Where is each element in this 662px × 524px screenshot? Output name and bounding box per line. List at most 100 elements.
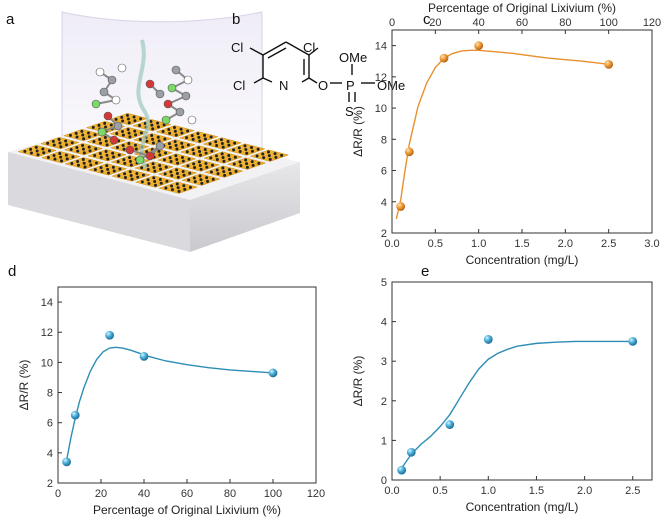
molecule-atom xyxy=(145,79,155,89)
x-tick-label: 2.0 xyxy=(577,485,592,497)
molecule-atom xyxy=(111,95,121,105)
carbon-atom xyxy=(204,151,208,155)
y-tick-label: 2 xyxy=(381,228,387,240)
carbon-atom xyxy=(158,178,162,182)
carbon-atom xyxy=(203,147,207,151)
carbon-atom xyxy=(175,168,179,172)
carbon-atom xyxy=(198,174,202,178)
top-x-tick-label: 80 xyxy=(559,17,571,29)
carbon-atom xyxy=(170,184,174,188)
carbon-atom xyxy=(65,143,69,147)
fit-curve xyxy=(401,340,633,469)
data-point xyxy=(70,410,80,420)
carbon-atom xyxy=(133,129,137,133)
panel-a-illustration xyxy=(8,11,300,252)
carbon-atom xyxy=(114,117,118,121)
carbon-atom xyxy=(75,145,79,149)
carbon-atom xyxy=(215,143,219,147)
carbon-atom xyxy=(162,158,166,162)
carbon-atom xyxy=(167,128,171,132)
carbon-atom xyxy=(81,143,85,147)
carbon-atom xyxy=(91,125,95,129)
carbon-atom xyxy=(188,171,192,175)
x-tick-label: 100 xyxy=(264,488,282,500)
molecule-atom xyxy=(183,75,193,85)
carbon-atom xyxy=(47,149,51,153)
carbon-atom xyxy=(64,139,68,143)
data-point xyxy=(397,465,407,475)
carbon-atom xyxy=(168,145,172,149)
chem-n: N xyxy=(279,78,288,93)
carbon-atom xyxy=(97,123,101,127)
carbon-atom xyxy=(129,163,133,167)
carbon-atom xyxy=(180,131,184,135)
carbon-atom xyxy=(121,119,125,123)
y-tick-label: 8 xyxy=(47,388,53,400)
carbon-atom xyxy=(185,150,189,154)
carbon-atom xyxy=(187,157,191,161)
carbon-atom xyxy=(123,172,127,176)
carbon-atom xyxy=(109,123,113,127)
y-tick-label: 4 xyxy=(381,317,387,329)
carbon-atom xyxy=(227,168,231,172)
carbon-atom xyxy=(75,135,79,139)
carbon-atom xyxy=(198,164,202,168)
carbon-atom xyxy=(167,142,171,146)
molecule-atom xyxy=(97,127,107,137)
carbon-atom xyxy=(36,153,40,157)
carbon-atom xyxy=(147,182,151,186)
carbon-atom xyxy=(150,134,154,138)
x-tick-label: 0.0 xyxy=(384,238,399,250)
carbon-atom xyxy=(170,174,174,178)
carbon-atom xyxy=(98,152,102,156)
data-point xyxy=(483,335,493,344)
carbon-atom xyxy=(181,159,185,163)
carbon-atom xyxy=(153,180,157,184)
molecule-atom xyxy=(109,135,119,145)
carbon-atom xyxy=(53,157,57,161)
carbon-atom xyxy=(197,146,201,150)
molecule-atom xyxy=(167,83,177,93)
x-tick-label: 1.5 xyxy=(514,238,529,250)
carbon-atom xyxy=(138,123,142,127)
top-x-tick-label: 120 xyxy=(643,17,661,29)
carbon-atom xyxy=(121,133,125,137)
carbon-atom xyxy=(210,149,214,153)
carbon-atom xyxy=(98,137,102,141)
carbon-atom xyxy=(181,145,185,149)
carbon-atom xyxy=(223,173,227,177)
data-point xyxy=(406,447,416,457)
molecule-atom xyxy=(145,151,155,161)
data-point xyxy=(474,41,484,51)
carbon-atom xyxy=(198,139,202,143)
carbon-atom xyxy=(214,154,218,158)
carbon-atom xyxy=(123,161,127,165)
carbon-atom xyxy=(192,176,196,180)
carbon-atom xyxy=(228,157,232,161)
carbon-atom xyxy=(152,165,156,169)
molecule-atom xyxy=(161,115,171,125)
panel-c-label: c xyxy=(423,11,431,28)
carbon-atom xyxy=(280,153,284,157)
carbon-atom xyxy=(238,160,242,164)
carbon-atom xyxy=(163,172,167,176)
top-x-tick-label: 60 xyxy=(516,17,528,29)
carbon-atom xyxy=(86,131,90,135)
carbon-atom xyxy=(103,135,107,139)
x-tick-label: 40 xyxy=(138,488,150,500)
carbon-atom xyxy=(140,166,144,170)
carbon-atom xyxy=(106,167,110,171)
carbon-atom xyxy=(192,151,196,155)
carbon-atom xyxy=(164,165,168,169)
carbon-atom xyxy=(129,173,133,177)
carbon-atom xyxy=(186,129,190,133)
carbon-atom xyxy=(120,115,124,119)
carbon-atom xyxy=(87,145,91,149)
carbon-atom xyxy=(215,158,219,162)
x-tick-label: 1.0 xyxy=(481,485,496,497)
y-tick-label: 6 xyxy=(47,418,53,430)
y-tick-label: 10 xyxy=(41,357,53,369)
y-tick-label: 12 xyxy=(41,327,53,339)
x-axis-title: Concentration (mg/L) xyxy=(466,253,579,267)
carbon-atom xyxy=(273,152,277,156)
